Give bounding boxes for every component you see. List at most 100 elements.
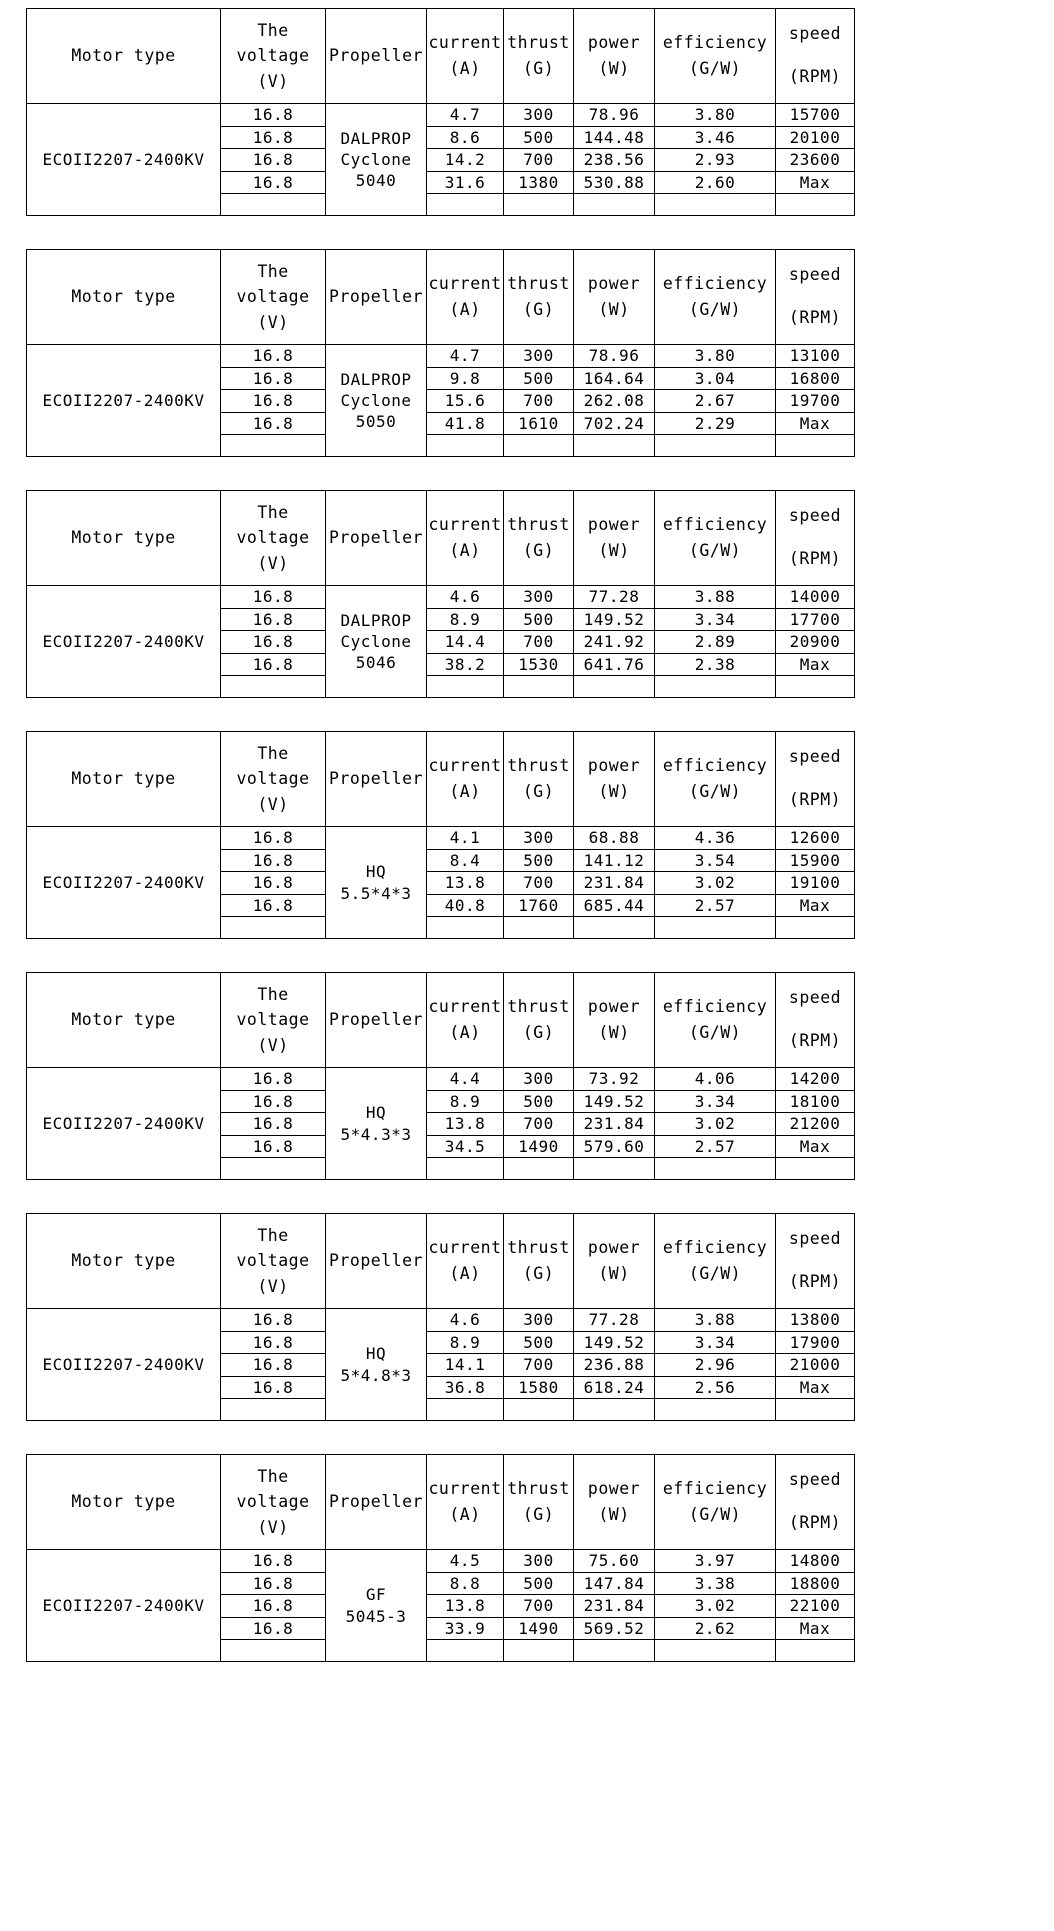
voltage-cell: 16.8 xyxy=(220,893,326,917)
column-header-current-line2: (A) xyxy=(449,1023,481,1042)
column-header-speed-line1: speed xyxy=(788,988,842,1008)
speed-cell: 16800 xyxy=(775,366,855,390)
power-cell: 77.28 xyxy=(573,1308,655,1332)
efficiency-cell: 3.02 xyxy=(654,871,776,895)
thrust-cell: 500 xyxy=(503,125,574,149)
blank-cell xyxy=(503,916,574,939)
column-header-efficiency-line1: efficiency xyxy=(662,515,768,535)
power-cell: 231.84 xyxy=(573,1594,655,1618)
column-header-power-line2: (W) xyxy=(598,300,630,319)
voltage-cell: 16.8 xyxy=(220,607,326,631)
column-header-thrust-line2: (G) xyxy=(522,300,555,319)
current-cell: 4.6 xyxy=(426,585,504,609)
speed-cell: 19700 xyxy=(775,389,855,413)
blank-cell xyxy=(654,675,776,698)
propeller-line: 5045-3 xyxy=(345,1606,407,1626)
thrust-cell: 700 xyxy=(503,389,574,413)
column-header-efficiency-line2: (G/W) xyxy=(688,1023,742,1042)
current-cell: 4.4 xyxy=(426,1067,504,1091)
column-header-speed-line2: (RPM) xyxy=(788,549,842,568)
thrust-cell: 700 xyxy=(503,148,574,172)
column-header-current-line2: (A) xyxy=(449,59,481,78)
column-header-thrust-line1: thrust xyxy=(507,997,570,1017)
column-header-power: power (W) xyxy=(573,1454,655,1550)
blank-cell xyxy=(775,434,855,457)
power-cell: 147.84 xyxy=(573,1571,655,1595)
efficiency-cell: 3.02 xyxy=(654,1112,776,1136)
propeller-line: Cyclone xyxy=(340,631,412,651)
blank-cell xyxy=(573,675,655,698)
propeller-cell: HQ 5*4.3*3 xyxy=(325,1067,427,1180)
voltage-cell: 16.8 xyxy=(220,826,326,850)
blank-cell xyxy=(573,1398,655,1421)
motor-type-cell: ECOII2207-2400KV xyxy=(26,344,221,457)
column-header-voltage-line2: (V) xyxy=(257,71,289,91)
tables-container: Motor type The voltage (V) Propeller current… xyxy=(26,8,1028,1662)
thrust-table: Motor type The voltage (V) Propeller current… xyxy=(26,972,855,1180)
column-header-propeller: Propeller xyxy=(325,490,427,586)
propeller-cell: DALPROP Cyclone 5046 xyxy=(325,585,427,698)
power-cell: 68.88 xyxy=(573,826,655,850)
power-cell: 262.08 xyxy=(573,389,655,413)
thrust-cell: 300 xyxy=(503,103,574,127)
thrust-cell: 700 xyxy=(503,1353,574,1377)
power-cell: 702.24 xyxy=(573,411,655,435)
speed-cell: 20900 xyxy=(775,630,855,654)
column-header-power-line2: (W) xyxy=(598,1505,630,1524)
voltage-cell: 16.8 xyxy=(220,344,326,368)
power-cell: 641.76 xyxy=(573,652,655,676)
column-header-efficiency-line2: (G/W) xyxy=(688,782,742,801)
voltage-cell: 16.8 xyxy=(220,871,326,895)
propeller-line: Cyclone xyxy=(340,390,412,410)
column-header-efficiency: efficiency (G/W) xyxy=(654,972,776,1068)
voltage-cell: 16.8 xyxy=(220,366,326,390)
table-row: 16.8 15.6 700 262.08 2.67 19700 xyxy=(27,389,855,413)
column-header-thrust-line2: (G) xyxy=(522,59,555,78)
blank-cell xyxy=(573,916,655,939)
propeller-line: 5*4.3*3 xyxy=(340,1124,412,1144)
column-header-speed-line1: speed xyxy=(788,506,842,526)
table-blank-row xyxy=(27,1639,855,1662)
blank-cell xyxy=(573,434,655,457)
column-header-motor: Motor type xyxy=(26,731,221,827)
column-header-thrust-line1: thrust xyxy=(507,756,570,776)
column-header-voltage: The voltage (V) xyxy=(220,490,326,586)
efficiency-cell: 3.02 xyxy=(654,1594,776,1618)
power-cell: 530.88 xyxy=(573,170,655,194)
column-header-speed-line2: (RPM) xyxy=(788,1513,842,1532)
thrust-cell: 700 xyxy=(503,630,574,654)
current-cell: 4.5 xyxy=(426,1549,504,1573)
column-header-voltage-line1: The voltage xyxy=(236,502,310,548)
column-header-efficiency-line1: efficiency xyxy=(662,756,768,776)
efficiency-cell: 2.67 xyxy=(654,389,776,413)
table-row: ECOII2207-2400KV 16.8 DALPROP Cyclone 5040 4.… xyxy=(26,103,855,216)
column-header-speed: speed (RPM) xyxy=(775,1213,855,1309)
column-header-current-line1: current xyxy=(428,756,502,776)
thrust-table: Motor type The voltage (V) Propeller current… xyxy=(26,731,855,939)
column-header-propeller: Propeller xyxy=(325,731,427,827)
blank-cell xyxy=(220,434,326,457)
speed-cell: Max xyxy=(775,893,855,917)
column-header-voltage-line2: (V) xyxy=(257,1517,289,1537)
propeller-line: 5050 xyxy=(355,412,397,432)
column-header-power-line1: power xyxy=(587,33,641,53)
column-header-voltage-line1: The voltage xyxy=(236,984,310,1030)
propeller-line: Cyclone xyxy=(340,149,412,169)
blank-cell xyxy=(220,1398,326,1421)
table-blank-row xyxy=(27,675,855,698)
power-cell: 231.84 xyxy=(573,871,655,895)
column-header-propeller: Propeller xyxy=(325,972,427,1068)
speed-cell: 15900 xyxy=(775,848,855,872)
blank-cell xyxy=(426,1157,504,1180)
thrust-cell: 500 xyxy=(503,1330,574,1354)
column-header-current-line2: (A) xyxy=(449,1264,481,1283)
table-row: 16.8 8.4 500 141.12 3.54 15900 xyxy=(27,848,855,872)
power-cell: 236.88 xyxy=(573,1353,655,1377)
efficiency-cell: 2.29 xyxy=(654,411,776,435)
table-row: 16.8 34.5 1490 579.60 2.57 Max xyxy=(27,1134,855,1158)
column-header-efficiency-line2: (G/W) xyxy=(688,541,742,560)
column-header-power-line1: power xyxy=(587,274,641,294)
power-cell: 238.56 xyxy=(573,148,655,172)
blank-cell xyxy=(503,1398,574,1421)
current-cell: 8.9 xyxy=(426,1089,504,1113)
